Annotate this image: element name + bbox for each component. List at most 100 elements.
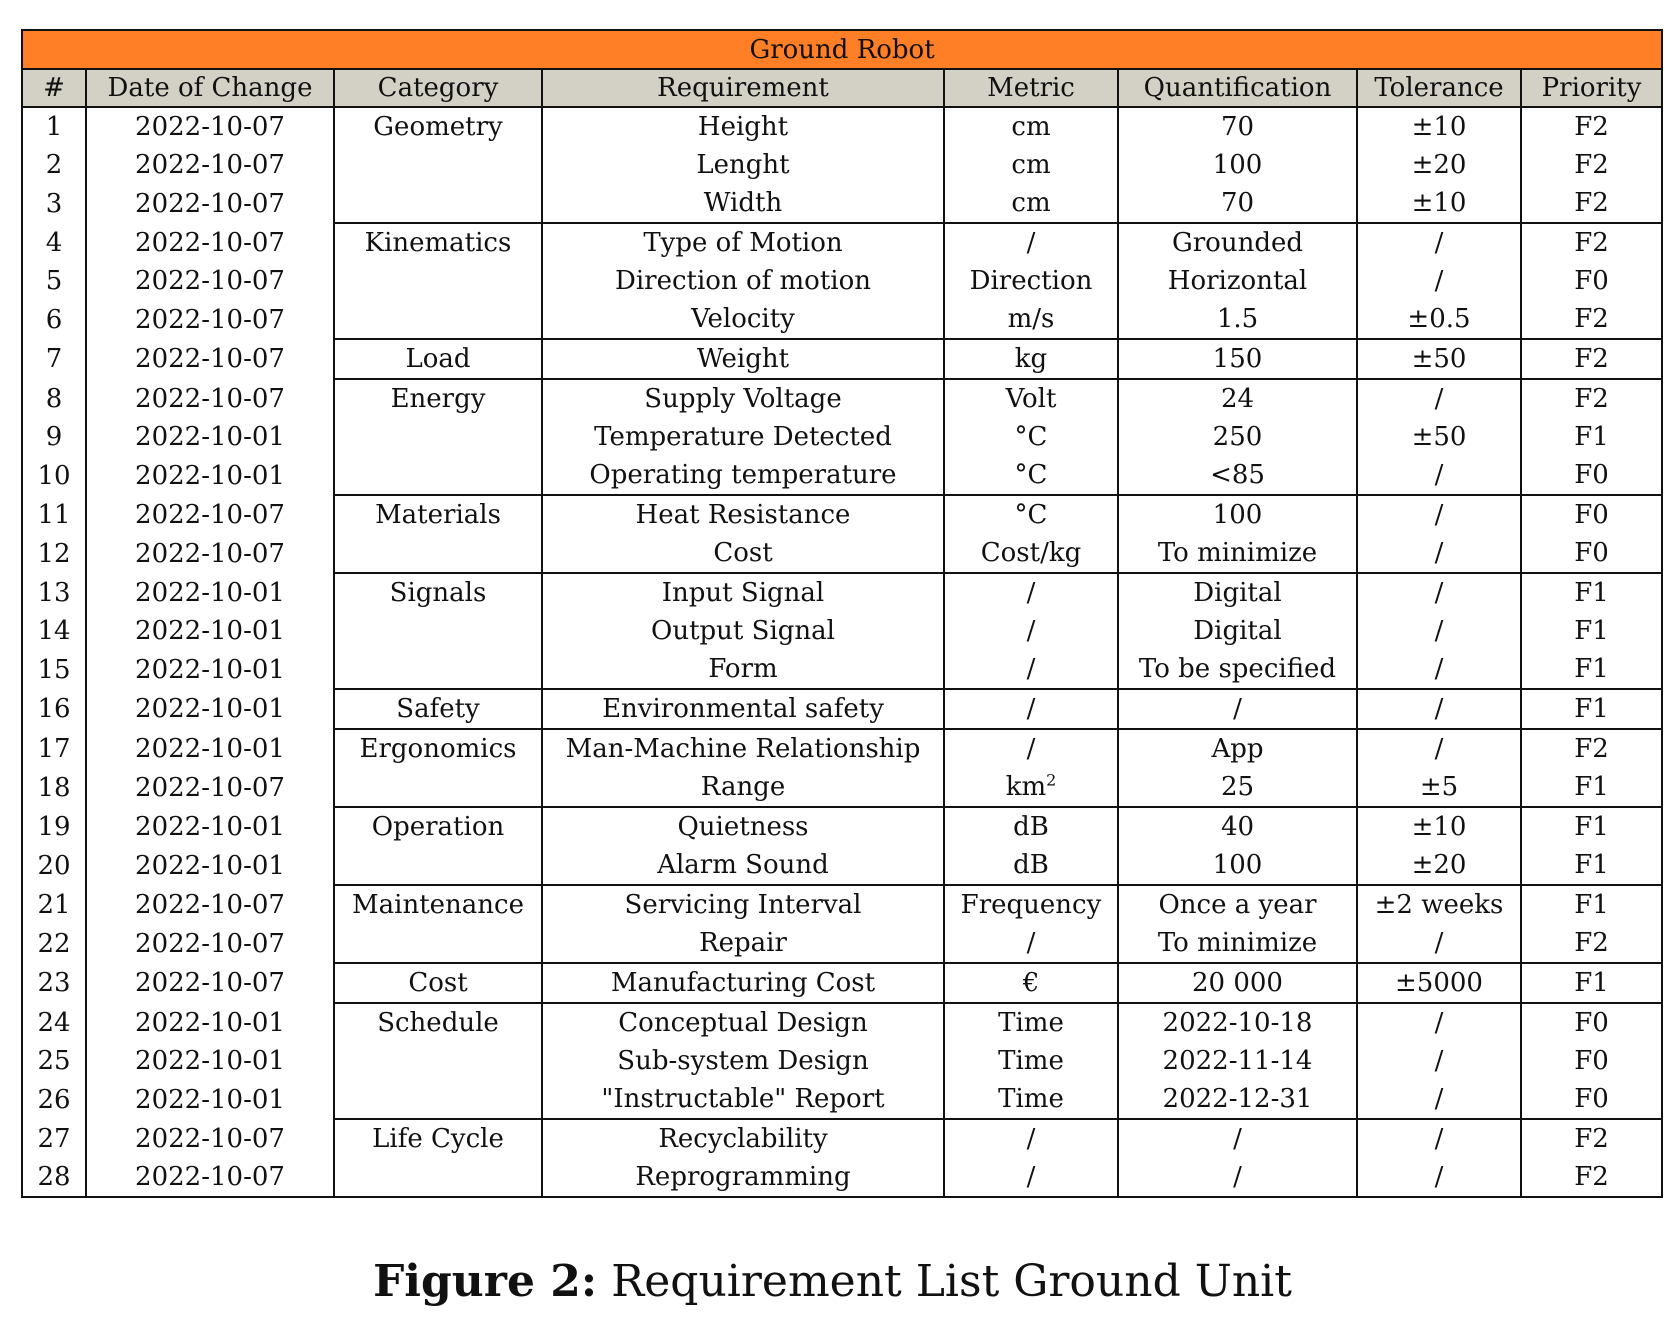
cell-number-text: 18 bbox=[37, 772, 71, 803]
cell-quantification-text: 25 bbox=[1220, 772, 1255, 802]
cell-date: 2022-10-01 bbox=[85, 1042, 334, 1080]
cell-quantification-text: 100 bbox=[1212, 150, 1263, 180]
cell-category: Ergonomics bbox=[333, 728, 542, 768]
cell-tolerance: / bbox=[1356, 688, 1521, 729]
cell-metric-text: cm bbox=[1011, 112, 1051, 142]
cell-priority: F1 bbox=[1519, 962, 1663, 1003]
cell-category-text: Operation bbox=[371, 812, 505, 842]
cell-metric: / bbox=[943, 1118, 1118, 1158]
figure-label: Figure 2: bbox=[373, 1256, 598, 1307]
cell-tolerance: / bbox=[1356, 1118, 1521, 1158]
cell-metric-text: kg bbox=[1014, 344, 1048, 374]
cell-tolerance: / bbox=[1356, 378, 1521, 418]
table-row: 1 2022-10-07 Geometry Height cm 70 ±10 F2 bbox=[22, 107, 1663, 146]
cell-requirement: Repair bbox=[541, 924, 944, 963]
header-metric: Metric bbox=[943, 69, 1118, 108]
cell-number: 12 bbox=[22, 534, 86, 573]
cell-date: 2022-10-07 bbox=[85, 495, 334, 534]
cell-tolerance: ±10 bbox=[1356, 806, 1521, 846]
cell-category-text: Safety bbox=[396, 694, 480, 724]
cell-date-text: 2022-10-07 bbox=[135, 1162, 285, 1192]
cell-metric-text: Time bbox=[998, 1008, 1064, 1038]
cell-category bbox=[333, 768, 542, 807]
cell-requirement-text: Weight bbox=[696, 344, 790, 374]
cell-quantification-text: 40 bbox=[1220, 812, 1255, 842]
cell-metric: m/s bbox=[943, 300, 1118, 339]
cell-metric: / bbox=[943, 688, 1118, 729]
cell-priority-text: F0 bbox=[1574, 1008, 1609, 1038]
cell-requirement: Environmental safety bbox=[541, 688, 944, 729]
cell-date-text: 2022-10-07 bbox=[135, 383, 285, 414]
metric-superscript: 2 bbox=[1046, 770, 1057, 790]
cell-number: 9 bbox=[22, 418, 86, 456]
cell-metric: °C bbox=[943, 418, 1118, 456]
cell-tolerance-text: / bbox=[1434, 694, 1444, 724]
cell-metric-text: Volt bbox=[1005, 384, 1057, 414]
cell-tolerance-text: ±5000 bbox=[1395, 968, 1483, 998]
cell-category-text: Life Cycle bbox=[372, 1124, 504, 1154]
cell-tolerance: / bbox=[1356, 728, 1521, 768]
table-row: 5 2022-10-07 Direction of motion Direction H… bbox=[22, 262, 1663, 300]
cell-priority: F2 bbox=[1519, 146, 1663, 184]
cell-requirement: Manufacturing Cost bbox=[541, 962, 944, 1003]
cell-number: 19 bbox=[22, 807, 86, 846]
cell-priority: F1 bbox=[1519, 612, 1663, 650]
cell-quantification-text: 70 bbox=[1220, 112, 1255, 142]
table-row: 8 2022-10-07 Energy Supply Voltage Volt 24 / F2 bbox=[22, 378, 1663, 418]
cell-requirement-text: Man-Machine Relationship bbox=[565, 734, 921, 764]
cell-category: Load bbox=[333, 338, 542, 379]
cell-metric-text: / bbox=[1026, 616, 1036, 646]
cell-number-text: 13 bbox=[37, 577, 71, 608]
cell-metric: Cost/kg bbox=[943, 534, 1118, 573]
cell-date-text: 2022-10-07 bbox=[135, 538, 285, 569]
cell-metric-text: °C bbox=[1014, 422, 1048, 452]
cell-metric-text: Direction bbox=[969, 266, 1093, 296]
cell-quantification: 2022-10-18 bbox=[1117, 1002, 1357, 1042]
cell-quantification: 100 bbox=[1117, 146, 1357, 184]
cell-number-text: 8 bbox=[45, 383, 63, 414]
cell-metric: cm bbox=[943, 146, 1118, 184]
cell-category bbox=[333, 846, 542, 885]
cell-quantification-text: 24 bbox=[1220, 384, 1255, 414]
cell-priority-text: F1 bbox=[1574, 654, 1609, 684]
cell-priority-text: F1 bbox=[1574, 578, 1609, 608]
cell-quantification-text: App bbox=[1211, 734, 1264, 764]
cell-priority: F0 bbox=[1519, 534, 1663, 573]
cell-number: 6 bbox=[22, 300, 86, 339]
cell-tolerance-text: ±10 bbox=[1411, 188, 1467, 218]
cell-requirement: Range bbox=[541, 768, 944, 807]
cell-metric-text: / bbox=[1026, 1124, 1036, 1154]
cell-number: 18 bbox=[22, 768, 86, 807]
cell-priority: F1 bbox=[1519, 688, 1663, 729]
cell-metric: / bbox=[943, 222, 1118, 262]
cell-date: 2022-10-07 bbox=[85, 339, 334, 379]
table-body: 1 2022-10-07 Geometry Height cm 70 ±10 F2 2 2022-… bbox=[22, 107, 1663, 1197]
cell-date: 2022-10-07 bbox=[85, 1119, 334, 1158]
cell-tolerance-text: / bbox=[1434, 228, 1444, 258]
cell-tolerance: / bbox=[1356, 262, 1521, 300]
cell-tolerance-text: ±0.5 bbox=[1407, 304, 1471, 334]
cell-metric-text: dB bbox=[1013, 850, 1049, 880]
cell-priority: F1 bbox=[1519, 806, 1663, 846]
cell-tolerance-text: ±20 bbox=[1411, 850, 1467, 880]
cell-requirement-text: Output Signal bbox=[651, 616, 835, 646]
table-row: 9 2022-10-01 Temperature Detected °C 250 ±50 F… bbox=[22, 418, 1663, 456]
cell-number-text: 5 bbox=[45, 266, 63, 296]
table-row: 4 2022-10-07 Kinematics Type of Motion / Grou… bbox=[22, 222, 1663, 262]
cell-date-text: 2022-10-07 bbox=[135, 188, 285, 219]
cell-tolerance: ±10 bbox=[1356, 107, 1521, 146]
header-tolerance: Tolerance bbox=[1356, 69, 1521, 108]
cell-metric-text: cm bbox=[1011, 150, 1051, 180]
cell-date: 2022-10-01 bbox=[85, 689, 334, 729]
cell-date: 2022-10-07 bbox=[85, 262, 334, 300]
table-row: 20 2022-10-01 Alarm Sound dB 100 ±20 F1 bbox=[22, 846, 1663, 885]
cell-category bbox=[333, 534, 542, 573]
table-header-row: # Date of Change Category Requirement Me… bbox=[22, 69, 1663, 108]
cell-metric: Time bbox=[943, 1042, 1118, 1080]
cell-quantification: To minimize bbox=[1117, 534, 1357, 573]
cell-quantification-text: 20 000 bbox=[1192, 968, 1283, 998]
cell-quantification: App bbox=[1117, 728, 1357, 768]
cell-quantification: 2022-11-14 bbox=[1117, 1042, 1357, 1080]
cell-priority-text: F1 bbox=[1574, 616, 1609, 646]
header-quantification: Quantification bbox=[1117, 69, 1357, 108]
